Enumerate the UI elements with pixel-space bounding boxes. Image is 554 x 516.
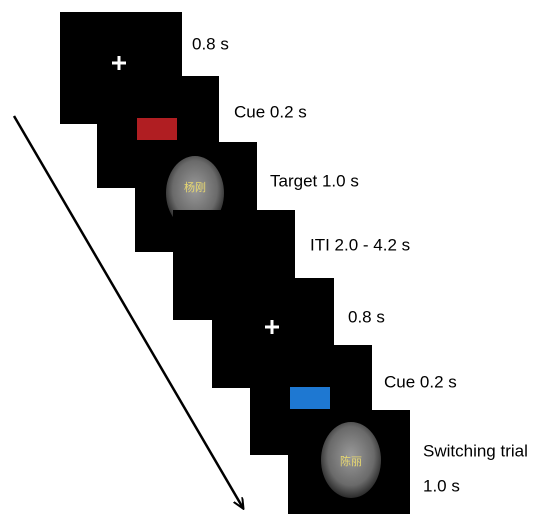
step-label: 0.8 s xyxy=(192,34,229,53)
red-cue xyxy=(137,118,177,140)
step-label: Cue 0.2 s xyxy=(234,102,307,121)
face-name: 陈丽 xyxy=(340,454,362,468)
step-label: Switching trial xyxy=(423,441,528,460)
step-label: 1.0 s xyxy=(423,476,460,495)
paradigm-diagram: 0.8 s Cue 0.2 s 杨刚 Target 1.0 s ITI 2.0 … xyxy=(0,0,554,516)
face-name: 杨刚 xyxy=(184,180,206,194)
step-label: 0.8 s xyxy=(348,307,385,326)
blue-cue xyxy=(290,387,330,409)
step-label: ITI 2.0 - 4.2 s xyxy=(310,235,410,254)
step-label: Cue 0.2 s xyxy=(384,372,457,391)
step-label: Target 1.0 s xyxy=(270,171,359,190)
